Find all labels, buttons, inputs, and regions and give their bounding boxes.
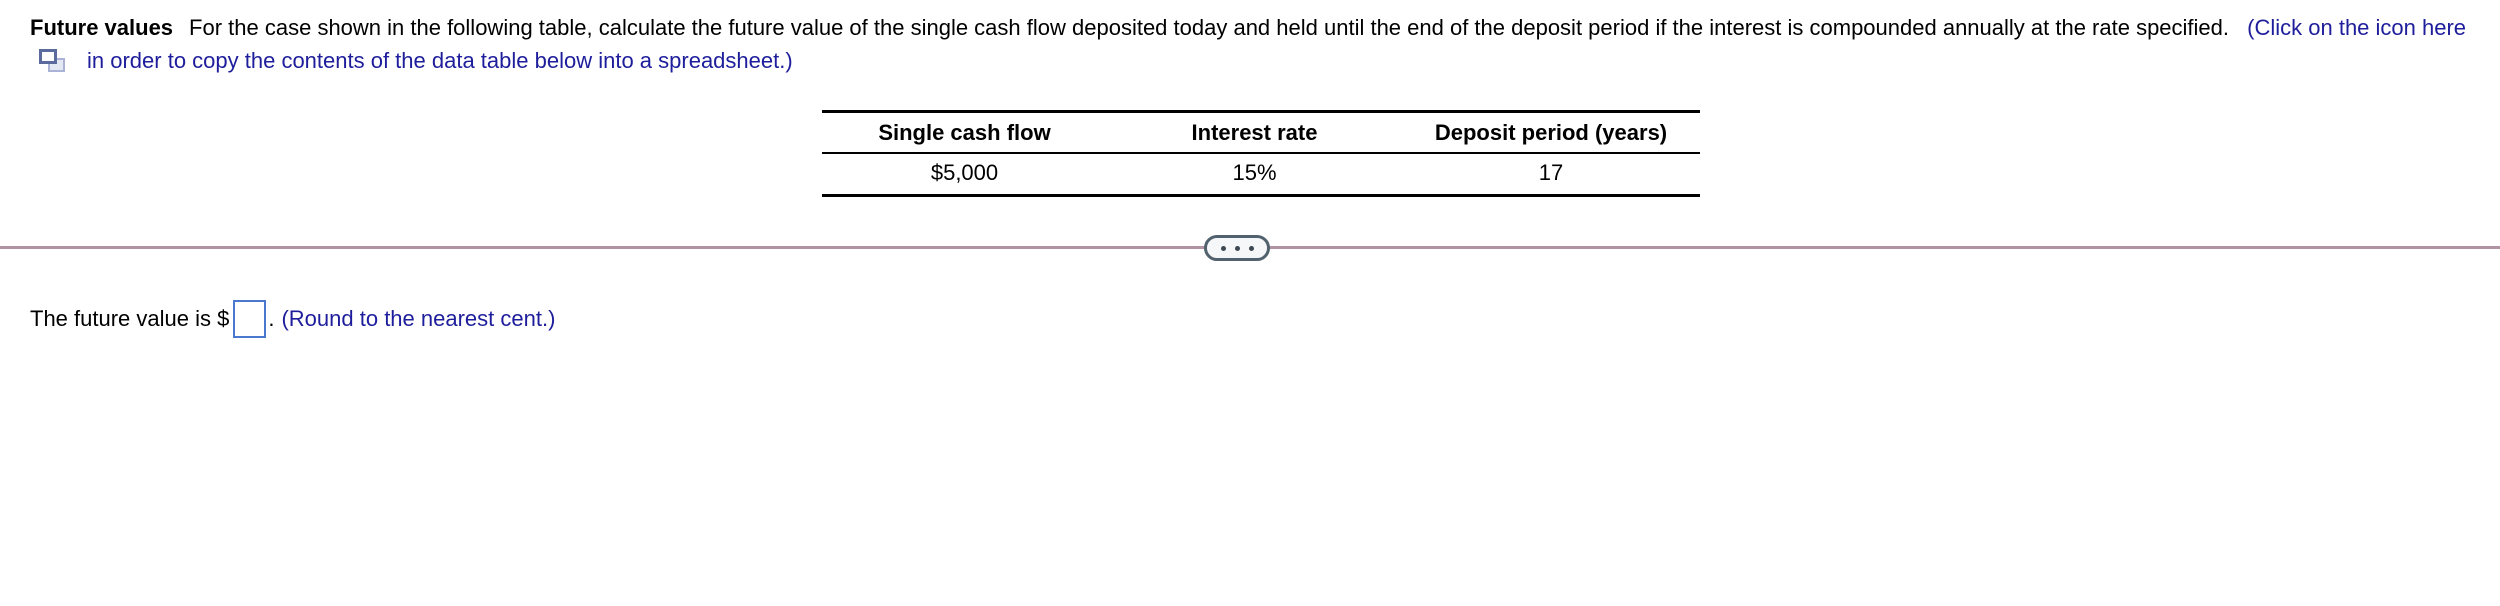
copy-icon-back-rect xyxy=(39,49,57,64)
cell-single-cash-flow: $5,000 xyxy=(930,160,999,185)
copy-instruction-after: in order to copy the contents of the dat… xyxy=(87,48,793,73)
problem-text: For the case shown in the following tabl… xyxy=(189,15,2230,40)
ellipsis-icon xyxy=(1220,245,1226,251)
data-table-header-row: Single cash flow Interest rate Deposit p… xyxy=(822,111,1700,154)
future-value-input[interactable] xyxy=(233,300,267,338)
header-interest-rate: Interest rate xyxy=(1107,111,1402,154)
problem-title: Future values xyxy=(30,15,174,40)
rounding-hint: (Round to the nearest cent.) xyxy=(281,306,556,331)
answer-prefix: The future value is $ xyxy=(30,306,230,331)
copy-icon[interactable] xyxy=(39,49,65,72)
cell-interest-rate: 15% xyxy=(1232,160,1277,185)
answer-suffix: . xyxy=(268,306,275,331)
data-table: Single cash flow Interest rate Deposit p… xyxy=(822,110,1700,197)
ellipsis-icon xyxy=(1234,245,1240,251)
problem-statement: Future values For the case shown in the f… xyxy=(30,11,2478,77)
ellipsis-icon xyxy=(1248,245,1254,251)
table-row: $5,000 15% 17 xyxy=(822,153,1700,196)
header-single-cash-flow: Single cash flow xyxy=(822,111,1107,154)
answer-row: The future value is $ . (Round to the ne… xyxy=(30,300,555,338)
section-divider xyxy=(0,234,2500,264)
copy-instruction-before: (Click on the icon here xyxy=(2247,15,2467,40)
ellipsis-expander-button[interactable] xyxy=(1204,235,1270,261)
header-deposit-period: Deposit period (years) xyxy=(1402,111,1700,154)
cell-deposit-period: 17 xyxy=(1538,160,1564,185)
